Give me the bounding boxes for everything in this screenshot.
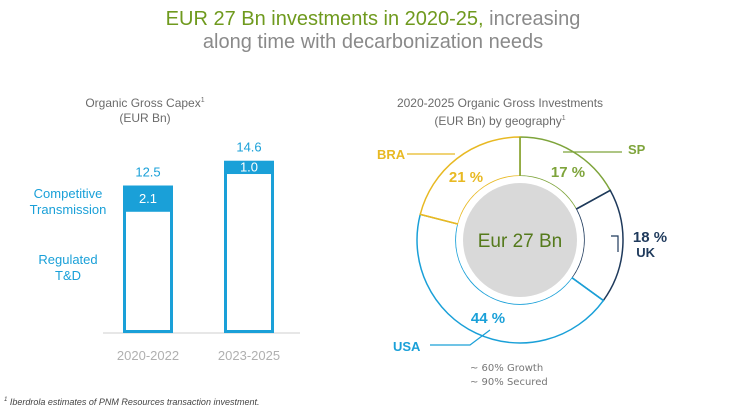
pie-subtitle-line2: (EUR Bn) by geography bbox=[434, 114, 562, 128]
title-line2: along time with decarbonization needs bbox=[202, 31, 544, 53]
pct-label-SP: 17 % bbox=[551, 164, 585, 181]
total-label-2020-2022: 12.5 bbox=[135, 165, 160, 180]
category-label-2023-2025: 2023-2025 bbox=[218, 348, 280, 363]
total-label-2023-2025: 14.6 bbox=[236, 140, 261, 155]
bar-chart-subtitle: Organic Gross Capex1 (EUR Bn) bbox=[70, 93, 220, 126]
legend-regulated-line2: T&D bbox=[55, 268, 81, 283]
legend-competitive-line1: Competitive bbox=[33, 186, 103, 201]
pie-subtitle-sup: 1 bbox=[561, 115, 566, 122]
bar-regulated-2020-2022 bbox=[123, 208, 173, 333]
leader-line-UK bbox=[611, 235, 619, 252]
segment-label-2023-2025: 1.0 bbox=[240, 160, 258, 175]
geo-label-USA: USA bbox=[393, 339, 421, 354]
leader-line-USA bbox=[430, 329, 491, 346]
legend-regulated-td: Regulated T&D bbox=[18, 252, 118, 284]
pie-subtitle-line1: 2020-2025 Organic Gross Investments bbox=[396, 96, 604, 110]
segment-label-2020-2022: 2.1 bbox=[139, 191, 157, 206]
footnote-sup: 1 bbox=[4, 397, 8, 403]
legend-regulated-line1: Regulated bbox=[38, 252, 98, 267]
donut-notes: ~ 60% Growth ~ 90% Secured bbox=[470, 362, 548, 390]
bar-competitive-2023-2025 bbox=[224, 160, 274, 173]
slice-divider-BRA bbox=[420, 213, 459, 225]
bar-regulated-2023-2025 bbox=[224, 171, 274, 333]
pie-chart-subtitle: 2020-2025 Organic Gross Investments (EUR… bbox=[385, 96, 615, 129]
legend-competitive-line2: Transmission bbox=[29, 202, 107, 217]
note-growth: ~ 60% Growth bbox=[470, 363, 544, 374]
pct-label-UK: 18 % bbox=[633, 229, 667, 246]
legend-competitive-transmission: Competitive Transmission bbox=[18, 186, 118, 218]
category-label-2020-2022: 2020-2022 bbox=[117, 348, 179, 363]
slice-divider-USA bbox=[571, 277, 604, 302]
note-secured: ~ 90% Secured bbox=[470, 377, 548, 388]
geo-label-UK: UK bbox=[636, 245, 655, 260]
bar-subtitle-line1: Organic Gross Capex bbox=[85, 96, 201, 110]
geo-label-BRA: BRA bbox=[377, 147, 406, 162]
bar-subtitle-sup: 1 bbox=[200, 97, 205, 104]
geo-label-SP: SP bbox=[628, 142, 646, 157]
donut-center-label: Eur 27 Bn bbox=[478, 231, 563, 252]
page-title: EUR 27 Bn investments in 2020-25, increa… bbox=[0, 8, 746, 54]
pct-label-BRA: 21 % bbox=[449, 169, 483, 186]
bar-subtitle-line2: (EUR Bn) bbox=[119, 111, 171, 125]
footnote-text: Iberdrola estimates of PNM Resources tra… bbox=[9, 397, 260, 407]
donut-center bbox=[463, 183, 577, 297]
pct-label-USA: 44 % bbox=[471, 310, 505, 327]
slice-divider-UK bbox=[575, 189, 611, 210]
footnote: 1 Iberdrola estimates of PNM Resources t… bbox=[4, 397, 259, 407]
bar-competitive-2020-2022 bbox=[123, 185, 173, 211]
title-rest: increasing bbox=[489, 8, 581, 30]
title-highlight: EUR 27 Bn investments in 2020-25, bbox=[165, 8, 484, 30]
